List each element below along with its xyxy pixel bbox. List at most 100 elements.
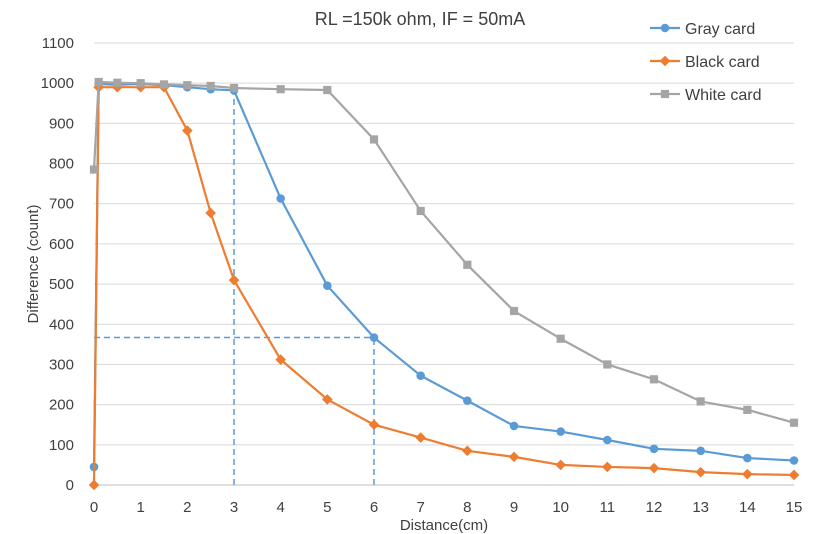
series-line bbox=[92, 86, 795, 486]
x-tick-label: 9 bbox=[510, 499, 518, 516]
data-point bbox=[323, 85, 332, 95]
y-tick-label: 100 bbox=[49, 437, 74, 454]
x-tick-label: 3 bbox=[230, 499, 238, 516]
data-point bbox=[94, 77, 103, 87]
x-tick-label: 1 bbox=[136, 499, 144, 516]
data-point bbox=[789, 418, 799, 427]
x-tick-label: 11 bbox=[600, 499, 616, 516]
data-point bbox=[113, 78, 122, 87]
legend-entry: Black card bbox=[650, 54, 760, 71]
x-tick-label: 4 bbox=[276, 499, 284, 516]
y-axis-title: Difference (count) bbox=[25, 205, 42, 324]
data-point bbox=[276, 194, 285, 203]
data-point bbox=[509, 421, 519, 431]
data-point bbox=[276, 85, 285, 94]
data-point bbox=[556, 427, 565, 436]
data-point bbox=[509, 306, 519, 316]
data-point bbox=[743, 453, 752, 463]
y-tick-label: 200 bbox=[49, 397, 74, 414]
data-point bbox=[463, 260, 472, 269]
data-point bbox=[556, 334, 565, 343]
y-tick-label: 1100 bbox=[42, 35, 74, 52]
data-point bbox=[789, 456, 799, 465]
data-point bbox=[182, 125, 193, 136]
data-point bbox=[136, 79, 145, 88]
data-point bbox=[602, 461, 613, 473]
y-tick-label: 0 bbox=[66, 477, 74, 494]
data-point bbox=[649, 375, 659, 384]
data-point bbox=[416, 206, 425, 216]
y-tick-label: 600 bbox=[49, 236, 74, 253]
x-tick-label: 7 bbox=[416, 499, 424, 516]
reference-lines bbox=[94, 90, 375, 485]
data-point bbox=[205, 207, 216, 219]
series-layer bbox=[88, 77, 800, 491]
legend-swatch-marker bbox=[659, 55, 671, 67]
x-tick-label: 0 bbox=[90, 499, 98, 516]
x-tick-label: 2 bbox=[183, 499, 191, 516]
data-point bbox=[183, 81, 192, 90]
data-point bbox=[369, 333, 379, 342]
x-tick-label: 15 bbox=[786, 499, 803, 516]
y-tick-label: 900 bbox=[49, 115, 74, 132]
x-tick-label: 12 bbox=[646, 499, 663, 516]
x-tick-label: 8 bbox=[463, 499, 471, 516]
series-black-card bbox=[88, 81, 800, 491]
data-point bbox=[322, 394, 333, 405]
y-tick-label: 300 bbox=[49, 356, 74, 373]
data-point bbox=[228, 274, 240, 286]
data-point bbox=[648, 462, 660, 474]
data-point bbox=[696, 397, 705, 406]
series-line bbox=[92, 80, 795, 424]
data-point bbox=[229, 83, 239, 93]
x-tick-label: 14 bbox=[739, 499, 756, 516]
legend-label: White card bbox=[685, 87, 761, 104]
x-tick-label: 6 bbox=[370, 499, 378, 516]
x-tick-label: 5 bbox=[323, 499, 331, 516]
data-point bbox=[508, 451, 520, 463]
data-point bbox=[368, 419, 380, 431]
data-point bbox=[206, 81, 215, 91]
y-tick-label: 800 bbox=[49, 156, 74, 173]
y-tick-label: 500 bbox=[49, 276, 74, 293]
x-axis-title: Distance(cm) bbox=[400, 517, 488, 534]
data-point bbox=[649, 444, 659, 454]
data-point bbox=[603, 435, 612, 445]
data-point bbox=[415, 432, 426, 443]
data-point bbox=[463, 396, 472, 405]
legend-swatch-marker bbox=[660, 23, 670, 33]
y-tick-label: 1000 bbox=[41, 75, 74, 92]
data-point bbox=[696, 446, 705, 456]
legend: Gray card Black card White card bbox=[650, 21, 761, 104]
legend-swatch-marker bbox=[660, 89, 670, 99]
data-point bbox=[416, 371, 425, 381]
legend-label: Black card bbox=[685, 54, 760, 71]
series-white-card bbox=[89, 77, 799, 427]
data-point bbox=[275, 354, 286, 365]
legend-entry: White card bbox=[650, 87, 761, 104]
legend-entry: Gray card bbox=[650, 21, 755, 38]
data-point bbox=[743, 405, 752, 414]
chart-title: RL =150k ohm, IF = 50mA bbox=[315, 9, 525, 29]
label-layer: RL =150k ohm, IF = 50mA Distance(cm) Dif… bbox=[25, 9, 802, 534]
data-point bbox=[695, 466, 706, 478]
data-point bbox=[462, 445, 473, 457]
data-point bbox=[323, 281, 332, 290]
data-point bbox=[788, 469, 800, 481]
x-tick-label: 13 bbox=[692, 499, 709, 516]
legend-label: Gray card bbox=[685, 21, 755, 38]
grid-layer bbox=[94, 42, 794, 446]
data-point bbox=[159, 80, 169, 89]
data-point bbox=[89, 165, 99, 174]
y-tick-label: 700 bbox=[49, 196, 74, 213]
data-point bbox=[555, 459, 566, 471]
data-point bbox=[88, 479, 100, 491]
data-point bbox=[742, 468, 753, 480]
data-point bbox=[369, 135, 379, 144]
series-line bbox=[92, 82, 795, 467]
series-gray-card bbox=[89, 79, 799, 472]
y-tick-label: 400 bbox=[49, 316, 74, 333]
x-tick-label: 10 bbox=[552, 499, 569, 516]
